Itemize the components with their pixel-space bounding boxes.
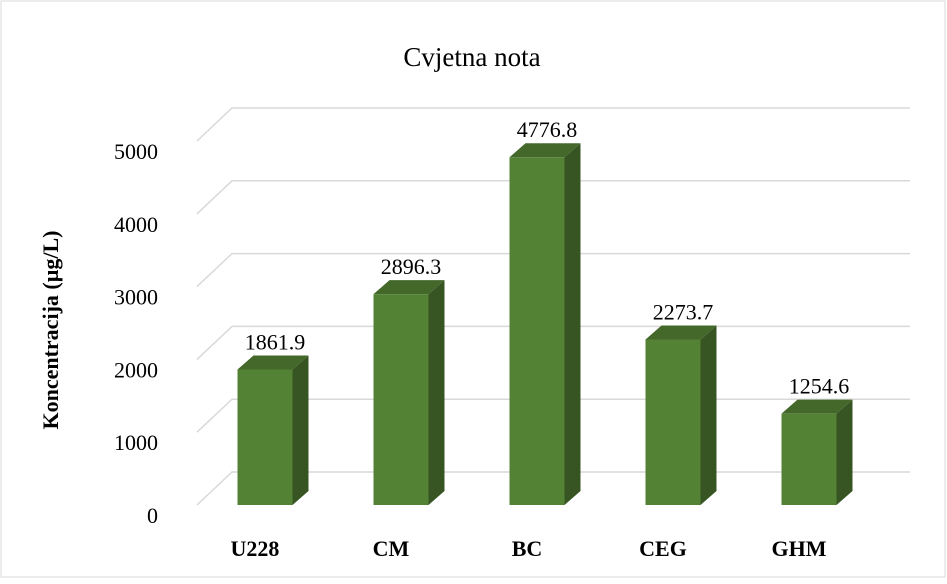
grid-line xyxy=(196,180,910,215)
bar-side xyxy=(564,143,581,505)
bar xyxy=(645,339,701,505)
y-tick-label: 0 xyxy=(147,503,158,528)
bar-top xyxy=(237,355,309,370)
grid-line xyxy=(196,252,910,288)
data-label: 1254.6 xyxy=(789,374,850,399)
bar xyxy=(373,294,429,505)
y-tick-label: 2000 xyxy=(114,357,158,382)
x-tick-label: BC xyxy=(512,536,543,561)
bar xyxy=(781,413,837,505)
y-tick-label: 1000 xyxy=(114,430,158,455)
bar-top xyxy=(509,143,581,158)
y-tick-label: 3000 xyxy=(114,285,158,310)
data-label: 4776.8 xyxy=(517,117,578,142)
x-tick-label: GHM xyxy=(772,536,827,561)
bar-side xyxy=(428,280,445,505)
bar-top xyxy=(645,325,717,340)
data-label: 2273.7 xyxy=(653,299,714,324)
x-tick-label: CM xyxy=(373,536,410,561)
bar-top xyxy=(373,280,445,295)
grid-line xyxy=(196,107,910,142)
bar-side xyxy=(700,325,717,505)
y-axis-label: Koncentracija (µg/L) xyxy=(38,230,63,429)
x-tick-label: CEG xyxy=(639,536,687,561)
data-label: 2896.3 xyxy=(381,254,442,279)
bar-side xyxy=(292,355,309,505)
bar xyxy=(509,157,565,505)
data-label: 1861.9 xyxy=(245,329,306,354)
chart-title: Cvjetna nota xyxy=(403,42,540,72)
y-tick-label: 5000 xyxy=(114,139,158,164)
x-tick-label: U228 xyxy=(231,536,280,561)
bar-side xyxy=(836,399,853,505)
y-tick-label: 4000 xyxy=(114,212,158,237)
bar-top xyxy=(781,399,853,414)
bar xyxy=(237,369,293,505)
